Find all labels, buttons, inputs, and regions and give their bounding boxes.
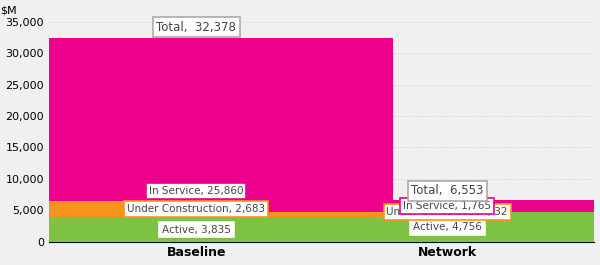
- Text: In Service, 1,765: In Service, 1,765: [403, 201, 491, 211]
- Text: Total,  6,553: Total, 6,553: [411, 184, 484, 197]
- Bar: [0, 38, 392, 201]
- Bar: [251, 212, 600, 242]
- Text: $M: $M: [0, 5, 17, 15]
- Text: Active, 4,756: Active, 4,756: [413, 222, 482, 232]
- Bar: [0, 201, 392, 218]
- Bar: [251, 200, 600, 211]
- Text: Active, 3,835: Active, 3,835: [162, 224, 231, 235]
- Text: Total,  32,378: Total, 32,378: [157, 21, 236, 34]
- Bar: [0, 218, 392, 242]
- Text: Under Construction, 32: Under Construction, 32: [386, 207, 508, 217]
- Text: Under Construction, 2,683: Under Construction, 2,683: [127, 204, 265, 214]
- Text: In Service, 25,860: In Service, 25,860: [149, 186, 244, 196]
